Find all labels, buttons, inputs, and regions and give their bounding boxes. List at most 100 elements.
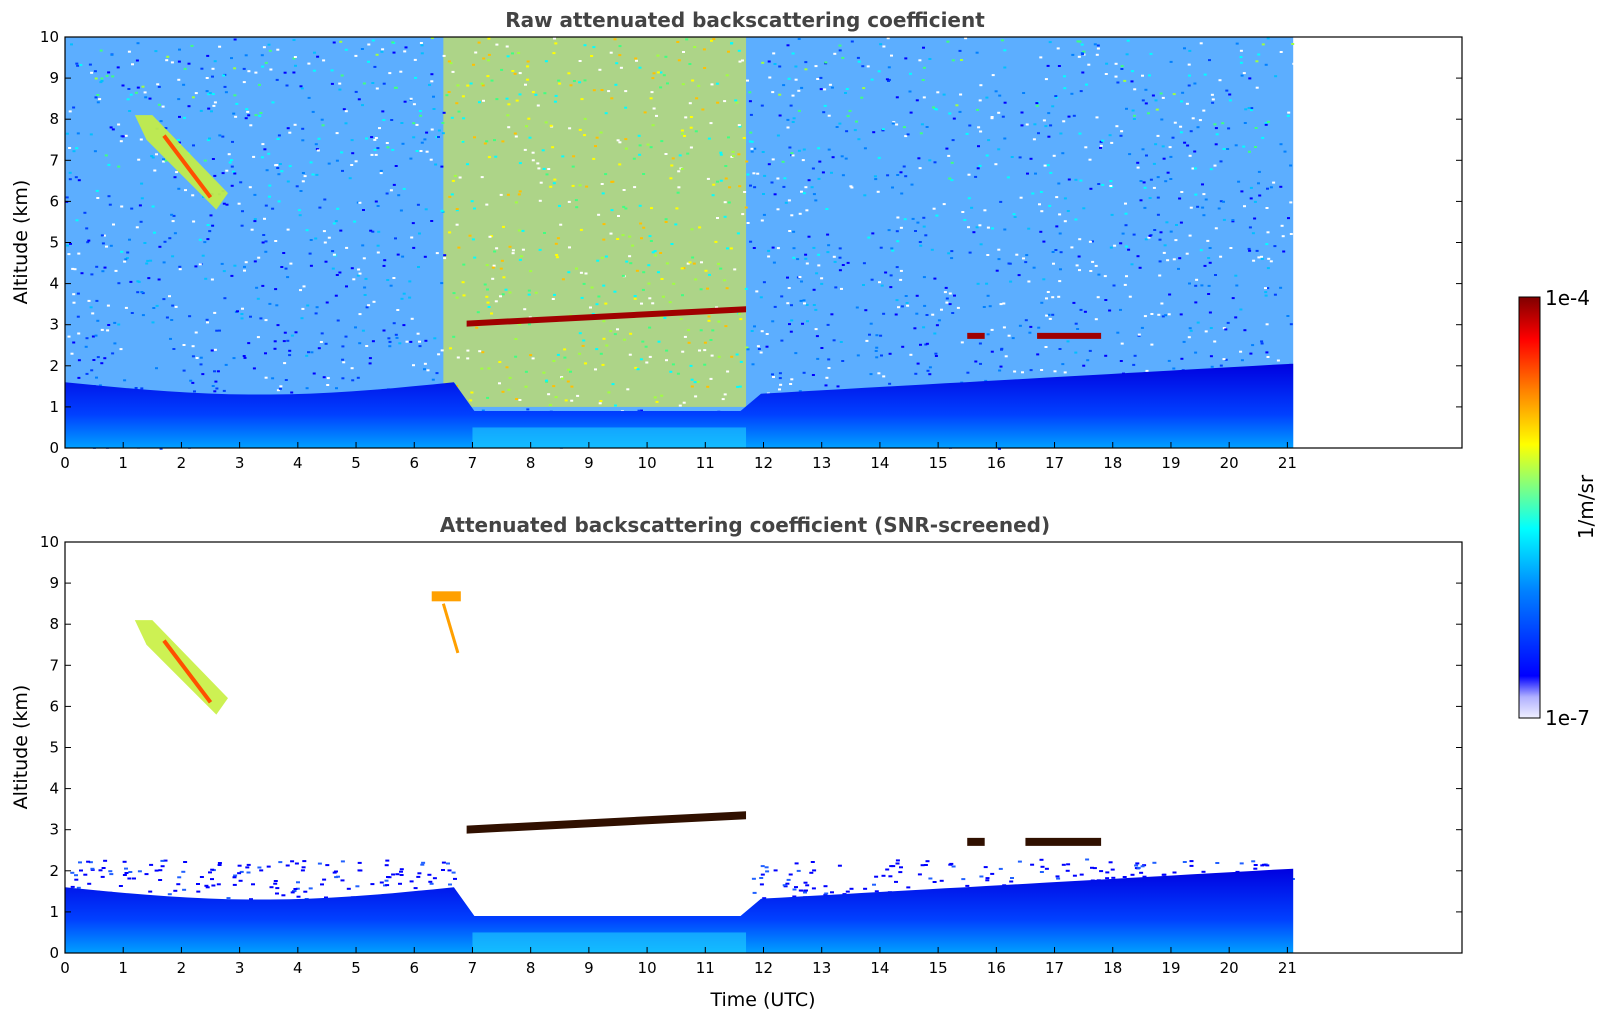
screened-x-tick-label: 18 [1103,959,1122,977]
screened-x-tick-label: 14 [870,959,889,977]
raw-x-axis: 0 1 2 3 4 5 6 7 8 9 10 11 12 13 14 15 16 17 18 19 20 21 [60,442,1297,472]
screened-y-tick-label: 2 [49,862,59,880]
colorbar-gradient [1518,296,1541,719]
boundary-layer [65,868,1294,953]
cloud-layer [466,306,747,327]
screened-panel-title: Attenuated backscattering coefficient (S… [440,513,1050,537]
screened-x-tick-label: 13 [812,959,831,977]
cloud-layer [466,811,747,834]
screened-y-tick-label: 6 [49,697,59,715]
aerosol-layer [472,427,747,448]
raw-x-tick-label: 17 [1045,454,1064,472]
raw-x-tick-label: 11 [696,454,715,472]
screened-x-tick-label: 0 [60,959,70,977]
cirrus-cloud [134,620,228,715]
raw-x-tick-label: 5 [351,454,361,472]
screened-x-tick-label: 7 [468,959,478,977]
boundary-layer [65,363,1294,448]
cloud-layer [1025,837,1102,846]
screened-x-tick-label: 20 [1220,959,1239,977]
screened-y-tick-label: 3 [49,821,59,839]
raw-x-tick-label: 8 [526,454,536,472]
screened-backscatter-panel: Attenuated backscattering coefficient (S… [10,513,1463,1011]
raw-x-tick-label: 4 [293,454,303,472]
cirrus-core [162,639,213,704]
cloud-fragment [431,591,461,602]
cirrus-cloud [134,115,228,210]
colorbar-max-label: 1e-4 [1545,286,1590,310]
raw-x-tick-label: 9 [584,454,594,472]
screened-x-tick-label: 2 [177,959,187,977]
raw-x-tick-label: 3 [235,454,245,472]
colorbar-unit-label: 1/m/sr [1574,474,1598,539]
screened-y-tick-label: 8 [49,615,59,633]
screened-x-tick-label: 5 [351,959,361,977]
raw-x-tick-label: 1 [118,454,128,472]
raw-y-tick-label: 8 [49,110,59,128]
raw-x-tick-label: 2 [177,454,187,472]
raw-x-tick-label: 10 [638,454,657,472]
screened-x-tick-label: 17 [1045,959,1064,977]
screened-x-tick-label: 3 [235,959,245,977]
raw-backscatter-panel: Raw attenuated backscattering coefficien… [10,8,1463,472]
raw-x-tick-label: 13 [812,454,831,472]
raw-y-tick-label: 10 [40,28,59,46]
screened-y-axis-label: Altitude (km) [10,685,32,810]
raw-x-tick-label: 15 [929,454,948,472]
screened-y-tick-label: 5 [49,739,59,757]
raw-y-tick-label: 0 [49,439,59,457]
screened-y-tick-label: 7 [49,656,59,674]
raw-x-tick-label: 19 [1161,454,1180,472]
screened-y-tick-label: 4 [49,780,59,798]
screened-y-tick-label: 0 [49,944,59,962]
screened-x-tick-label: 10 [638,959,657,977]
raw-x-tick-label: 6 [409,454,419,472]
screened-y-axis: 0 1 2 3 4 5 6 7 8 9 10 [40,533,1462,962]
screened-x-tick-label: 12 [754,959,773,977]
colorbar-min-label: 1e-7 [1545,706,1590,730]
raw-x-tick-label: 7 [468,454,478,472]
raw-y-axis-label: Altitude (km) [10,180,32,305]
screened-x-tick-label: 11 [696,959,715,977]
cloud-layer [967,837,985,846]
screened-x-tick-label: 9 [584,959,594,977]
raw-y-tick-label: 2 [49,357,59,375]
colorbar: 1e-4 1e-7 1/m/sr [1518,286,1598,730]
cloud-layer [1037,332,1102,339]
cirrus-core [162,134,213,199]
screened-x-tick-label: 8 [526,959,536,977]
raw-x-tick-label: 18 [1103,454,1122,472]
screened-x-tick-label: 15 [929,959,948,977]
raw-x-tick-label: 0 [60,454,70,472]
cloud-fragment-trail [441,603,460,654]
raw-y-tick-label: 3 [49,316,59,334]
raw-y-tick-label: 6 [49,192,59,210]
raw-y-tick-label: 9 [49,69,59,87]
screened-x-axis: 0 1 2 3 4 5 6 7 8 9 10 11 12 13 14 15 16 17 18 19 20 21 [60,947,1297,977]
raw-x-tick-label: 20 [1220,454,1239,472]
raw-y-tick-label: 7 [49,151,59,169]
raw-y-tick-label: 1 [49,398,59,416]
screened-x-tick-label: 16 [987,959,1006,977]
raw-panel-title: Raw attenuated backscattering coefficien… [505,8,985,32]
cloud-layer [967,332,985,339]
screened-x-tick-label: 6 [409,959,419,977]
raw-x-tick-label: 14 [870,454,889,472]
raw-heatmap [65,37,1296,450]
screened-x-tick-label: 4 [293,959,303,977]
raw-x-tick-label: 16 [987,454,1006,472]
screened-heatmap [65,591,1295,953]
x-axis-label: Time (UTC) [709,989,815,1011]
screened-y-tick-label: 9 [49,574,59,592]
raw-x-tick-label: 21 [1278,454,1297,472]
aerosol-layer [472,932,747,953]
raw-y-axis: 0 1 2 3 4 5 6 7 8 9 10 [40,28,1462,457]
raw-x-tick-label: 12 [754,454,773,472]
screened-y-tick-label: 1 [49,903,59,921]
raw-y-tick-label: 4 [49,275,59,293]
screened-y-tick-label: 10 [40,533,59,551]
screened-x-tick-label: 19 [1161,959,1180,977]
screened-x-tick-label: 1 [118,959,128,977]
screened-x-tick-label: 21 [1278,959,1297,977]
